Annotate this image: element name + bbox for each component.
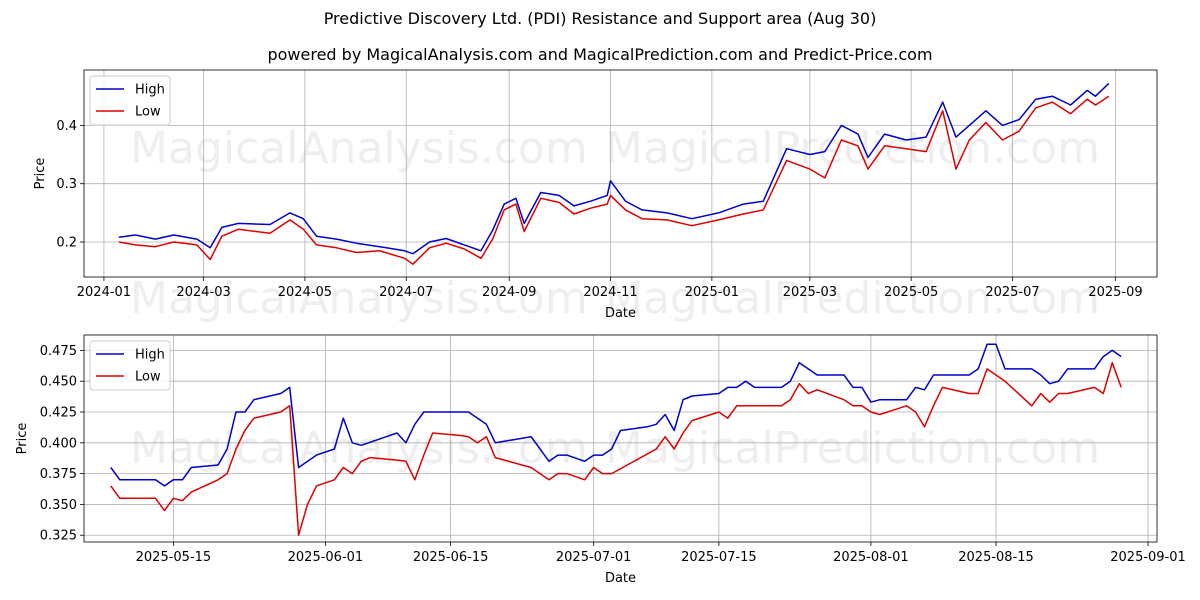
x-tick-label: 2025-07 [985,285,1039,300]
x-axis-label: Date [605,571,636,586]
y-tick-label: 0.450 [40,375,77,390]
legend: High Low [89,75,171,126]
y-tick-label: 0.375 [40,467,77,482]
x-tick-label: 2025-07-01 [556,550,632,565]
y-tick-label: 0.4 [56,119,77,134]
legend-label-low: Low [135,105,161,120]
x-tick-label: 2025-05-15 [136,550,212,565]
legend-label-low: Low [135,370,161,385]
x-tick-label: 2025-05 [884,285,938,300]
x-tick-label: 2025-08-01 [833,550,909,565]
y-tick-label: 0.325 [40,529,77,544]
watermark-text: MagicalPrediction.com [605,423,1100,474]
x-tick-label: 2024-11 [583,285,637,300]
plot-frame [83,334,1158,543]
legend-label-high: High [135,83,165,98]
series-line-high [118,82,1110,255]
y-axis-label: Price [33,158,48,190]
y-axis-label: Price [15,423,30,455]
y-tick-label: 0.2 [56,236,77,251]
series-line-high [110,343,1122,487]
x-tick-label: 2025-01 [685,285,739,300]
x-tick-label: 2024-07 [379,285,433,300]
chart-panel-1: 2024-01 2024-03 2024-05 2024-07 2024-09 2024-… [33,69,1158,321]
x-tick-label: 2024-09 [482,285,536,300]
y-tick-label: 0.425 [40,406,77,421]
chart-subtitle: powered by MagicalAnalysis.com and Magic… [267,45,933,64]
watermark-text: MagicalAnalysis.com [130,123,588,174]
x-tick-label: 2025-03 [783,285,837,300]
x-tick-label: 2024-03 [176,285,230,300]
plot-frame [83,69,1158,278]
series-line-low [118,95,1110,265]
y-tick-label: 0.3 [56,177,77,192]
y-tick-label: 0.350 [40,498,77,513]
x-tick-label: 2025-08-15 [958,550,1034,565]
x-tick-label: 2024-05 [278,285,332,300]
x-tick-label: 2024-01 [77,285,131,300]
legend-label-high: High [135,348,165,363]
x-axis-label: Date [605,306,636,321]
x-tick-label: 2025-06-01 [288,550,364,565]
chart-panel-2: 2025-05-15 2025-06-01 2025-06-15 2025-07-01… [15,334,1186,586]
watermark-text: MagicalAnalysis.com [130,273,588,324]
chart-title: Predictive Discovery Ltd. (PDI) Resistan… [323,9,877,28]
x-tick-label: 2025-09-01 [1110,550,1186,565]
x-tick-label: 2025-06-15 [413,550,489,565]
x-tick-label: 2025-07-15 [681,550,757,565]
y-tick-label: 0.400 [40,436,77,451]
y-tick-label: 0.475 [40,344,77,359]
series-line-low [110,361,1122,536]
x-tick-label: 2025-09 [1088,285,1142,300]
watermark-text: MagicalPrediction.com [605,273,1100,324]
legend: High Low [89,340,171,391]
